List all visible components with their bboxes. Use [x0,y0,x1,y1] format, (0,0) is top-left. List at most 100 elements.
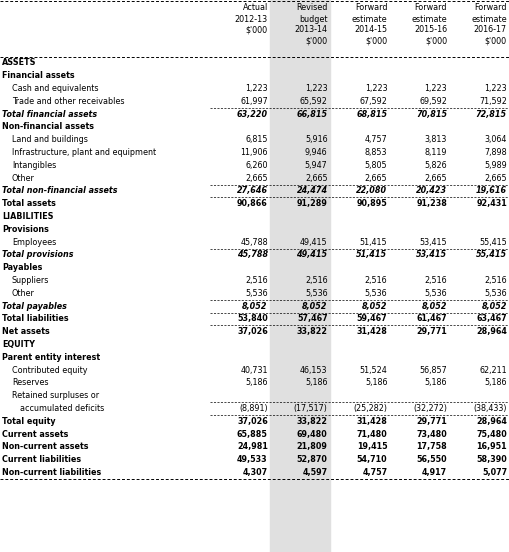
Text: 2013-14: 2013-14 [295,25,328,34]
Text: 2,665: 2,665 [485,173,507,183]
Text: Forward: Forward [355,3,387,13]
Text: 4,757: 4,757 [362,468,387,477]
Text: 5,536: 5,536 [245,289,268,298]
Text: 57,467: 57,467 [297,315,328,323]
Text: Provisions: Provisions [2,225,49,234]
Text: 46,153: 46,153 [300,365,328,375]
Text: Forward: Forward [415,3,447,13]
Text: $'000: $'000 [246,25,268,34]
Text: $'000: $'000 [485,36,507,45]
Text: 73,480: 73,480 [416,429,447,439]
Text: Payables: Payables [2,263,42,272]
Text: Forward: Forward [474,3,507,13]
Text: 2,516: 2,516 [305,276,328,285]
Text: Net assets: Net assets [2,327,50,336]
Text: $'000: $'000 [305,36,328,45]
Text: $'000: $'000 [365,36,387,45]
Text: 1,223: 1,223 [365,84,387,93]
Text: 56,550: 56,550 [416,455,447,464]
Text: 55,415: 55,415 [476,251,507,259]
Text: 5,916: 5,916 [305,135,328,144]
Text: 2,665: 2,665 [365,173,387,183]
Text: Total provisions: Total provisions [2,251,73,259]
Text: 33,822: 33,822 [297,327,328,336]
Text: Total payables: Total payables [2,301,67,311]
Text: 2014-15: 2014-15 [354,25,387,34]
Text: budget: budget [299,14,328,24]
Text: 1,223: 1,223 [485,84,507,93]
Text: Other: Other [12,289,35,298]
Text: 24,474: 24,474 [296,187,328,195]
Text: 51,415: 51,415 [356,251,387,259]
Text: 4,597: 4,597 [302,468,328,477]
Text: estimate: estimate [471,14,507,24]
Text: Actual: Actual [243,3,268,13]
Text: 61,997: 61,997 [240,97,268,106]
Text: Other: Other [12,173,35,183]
Text: 20,423: 20,423 [416,187,447,195]
Text: 2,665: 2,665 [425,173,447,183]
Text: 6,815: 6,815 [245,135,268,144]
Bar [270,0,330,552]
Text: 31,428: 31,428 [356,327,387,336]
Text: 5,536: 5,536 [425,289,447,298]
Text: 75,480: 75,480 [476,429,507,439]
Text: 5,826: 5,826 [425,161,447,170]
Text: 5,186: 5,186 [425,379,447,388]
Text: 7,898: 7,898 [485,148,507,157]
Text: 58,390: 58,390 [476,455,507,464]
Text: 8,052: 8,052 [242,301,268,311]
Text: 63,467: 63,467 [476,315,507,323]
Text: 8,119: 8,119 [425,148,447,157]
Text: 65,885: 65,885 [237,429,268,439]
Text: 11,906: 11,906 [240,148,268,157]
Text: Reserves: Reserves [12,379,48,388]
Text: 3,064: 3,064 [485,135,507,144]
Text: 19,415: 19,415 [357,442,387,452]
Text: 91,289: 91,289 [297,199,328,208]
Text: 91,238: 91,238 [416,199,447,208]
Text: (25,282): (25,282) [353,404,387,413]
Text: 24,981: 24,981 [237,442,268,452]
Text: 53,840: 53,840 [237,315,268,323]
Text: 71,480: 71,480 [357,429,387,439]
Text: 51,524: 51,524 [360,365,387,375]
Text: 19,616: 19,616 [476,187,507,195]
Text: Total equity: Total equity [2,417,55,426]
Text: Non-financial assets: Non-financial assets [2,123,94,131]
Text: Revised: Revised [296,3,328,13]
Text: 37,026: 37,026 [237,327,268,336]
Text: Non-current assets: Non-current assets [2,442,89,452]
Text: 2016-17: 2016-17 [474,25,507,34]
Text: 9,946: 9,946 [305,148,328,157]
Text: Retained surpluses or: Retained surpluses or [12,391,99,400]
Text: estimate: estimate [412,14,447,24]
Text: 33,822: 33,822 [297,417,328,426]
Text: 2,665: 2,665 [245,173,268,183]
Text: 1,223: 1,223 [425,84,447,93]
Text: 4,757: 4,757 [364,135,387,144]
Text: 68,815: 68,815 [356,110,387,119]
Text: 3,813: 3,813 [425,135,447,144]
Text: 29,771: 29,771 [416,417,447,426]
Text: LIABILITIES: LIABILITIES [2,212,53,221]
Text: 8,052: 8,052 [482,301,507,311]
Text: 5,989: 5,989 [484,161,507,170]
Text: Current assets: Current assets [2,429,68,439]
Text: 2012-13: 2012-13 [235,14,268,24]
Text: 8,853: 8,853 [365,148,387,157]
Text: Suppliers: Suppliers [12,276,49,285]
Text: Contributed equity: Contributed equity [12,365,88,375]
Text: 54,710: 54,710 [357,455,387,464]
Text: 2,516: 2,516 [425,276,447,285]
Text: Cash and equivalents: Cash and equivalents [12,84,99,93]
Text: 5,186: 5,186 [365,379,387,388]
Text: (32,272): (32,272) [413,404,447,413]
Text: 49,533: 49,533 [237,455,268,464]
Text: (38,433): (38,433) [473,404,507,413]
Text: 4,307: 4,307 [243,468,268,477]
Text: Infrastructure, plant and equipment: Infrastructure, plant and equipment [12,148,156,157]
Text: 4,917: 4,917 [422,468,447,477]
Text: 6,260: 6,260 [245,161,268,170]
Text: 29,771: 29,771 [416,327,447,336]
